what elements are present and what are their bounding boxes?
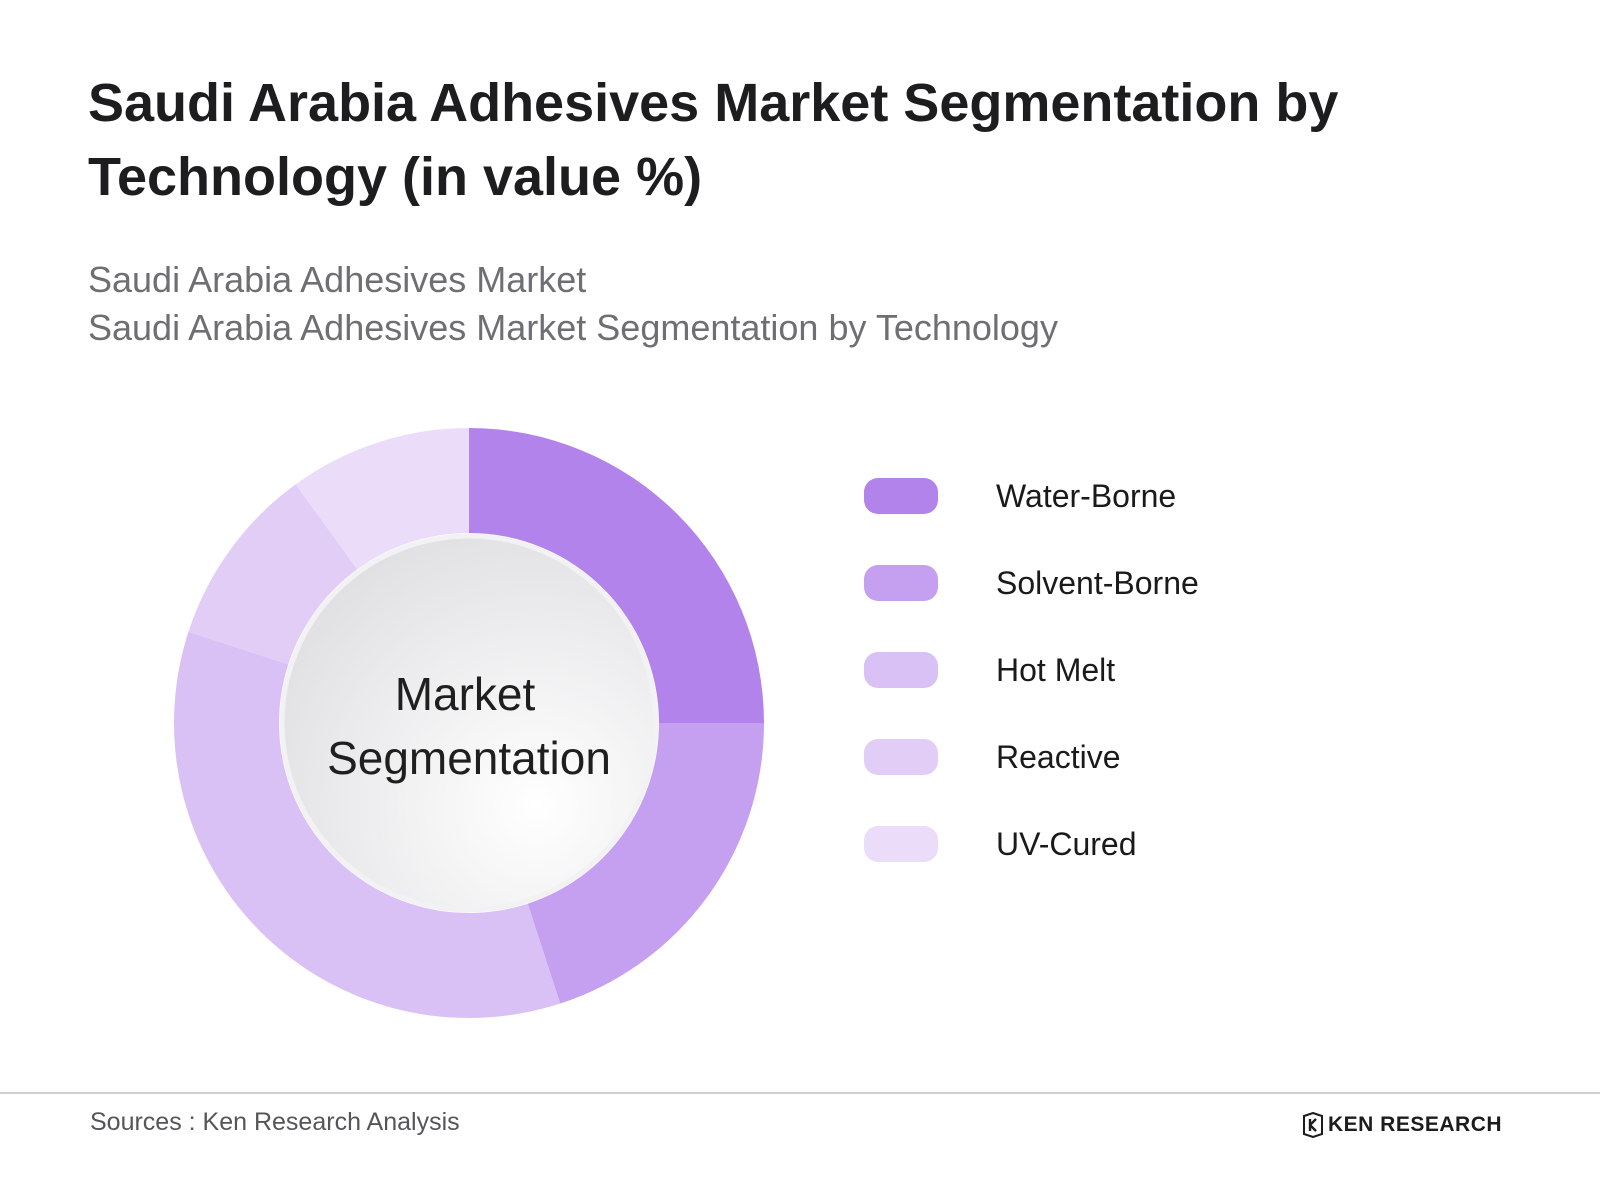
legend-label: Solvent-Borne: [996, 564, 1199, 601]
legend-item-uv-cured: UV-Cured: [864, 826, 1199, 862]
subtitle-line-2: Saudi Arabia Adhesives Market Segmentati…: [88, 307, 1058, 348]
slice-water-borne: [469, 428, 764, 723]
legend-swatch: [864, 478, 938, 514]
brand-name: KEN RESEARCH: [1328, 1113, 1503, 1136]
brand: KEN RESEARCH: [1302, 1112, 1502, 1138]
ken-research-logo-icon: [1303, 1112, 1323, 1138]
footer-divider: [0, 1092, 1600, 1094]
slice-reactive: [188, 484, 358, 665]
legend-swatch: [864, 739, 938, 775]
subtitle-line-1: Saudi Arabia Adhesives Market: [88, 259, 587, 300]
slice-hot-melt: [173, 631, 561, 1019]
slice-solvent-borne: [527, 723, 764, 1004]
legend-label: UV-Cured: [996, 825, 1137, 862]
donut-slices: [173, 428, 764, 1019]
slice-uv-cured: [295, 428, 469, 570]
source-note: Sources : Ken Research Analysis: [90, 1108, 460, 1136]
legend-label: Water-Borne: [996, 477, 1177, 514]
legend-item-reactive: Reactive: [864, 739, 1199, 775]
legend-item-solvent-borne: Solvent-Borne: [864, 565, 1199, 601]
subtitle: Saudi Arabia Adhesives Market Saudi Arab…: [88, 256, 1388, 352]
legend-swatch: [864, 652, 938, 688]
legend-label: Reactive: [996, 738, 1121, 775]
legend-label: Hot Melt: [996, 651, 1116, 688]
legend-item-water-borne: Water-Borne: [864, 478, 1199, 514]
legend-swatch: [864, 565, 938, 601]
donut-center: [279, 533, 659, 913]
page-title: Saudi Arabia Adhesives Market Segmentati…: [88, 73, 1339, 207]
center-label-line-2: Segmentation: [327, 732, 611, 784]
legend-item-hot-melt: Hot Melt: [864, 652, 1199, 688]
chart-legend: Water-Borne Solvent-Borne Hot Melt React…: [864, 478, 1199, 913]
legend-swatch: [864, 826, 938, 862]
center-label-line-1: Market: [395, 668, 536, 720]
